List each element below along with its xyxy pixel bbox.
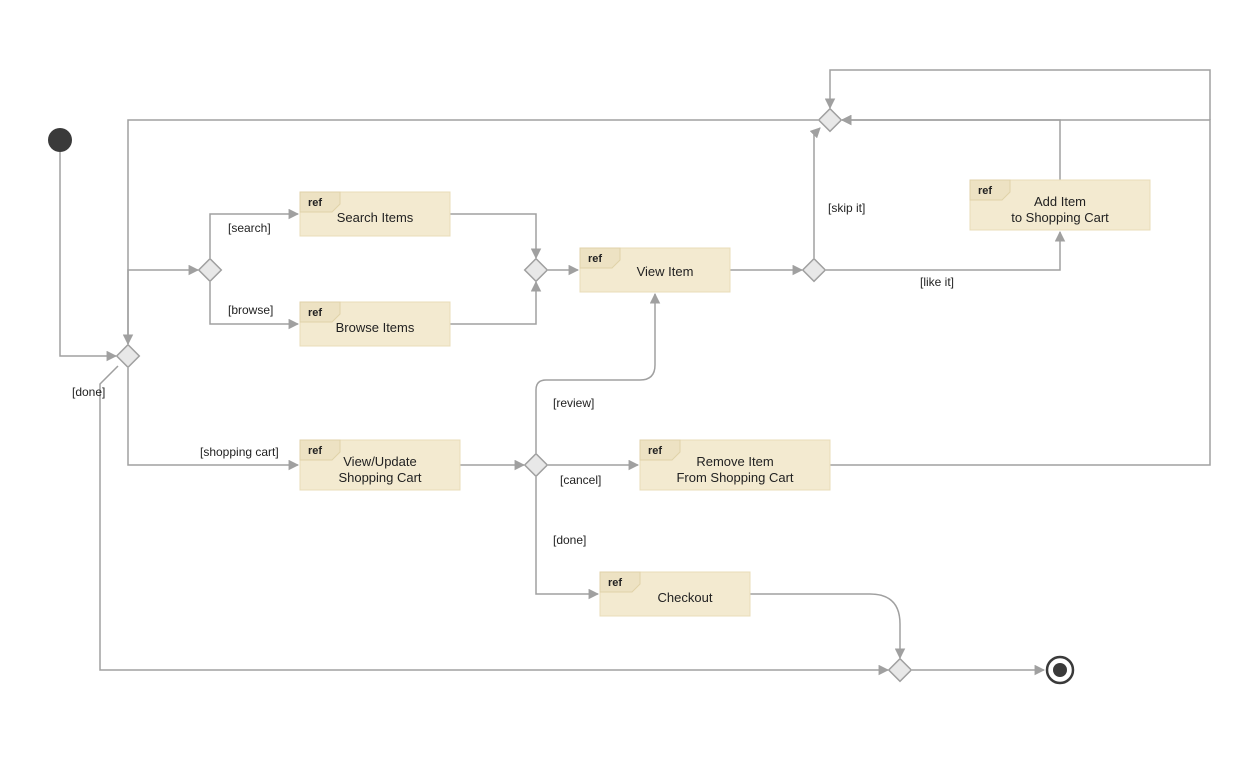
decision-end-merge xyxy=(889,659,912,682)
ref-browse-items: ref Browse Items xyxy=(300,302,450,346)
ref-cart-label1: View/Update xyxy=(343,454,416,469)
decision-add-merge xyxy=(819,109,842,132)
activity-diagram: [search] [browse] [skip it] [like it] [s… xyxy=(0,0,1254,770)
ref-tab-label: ref xyxy=(308,307,322,319)
ref-add-label1: Add Item xyxy=(1034,194,1086,209)
start-node xyxy=(48,128,72,152)
ref-cart-label2: Shopping Cart xyxy=(338,470,421,485)
guard-review: [review] xyxy=(553,396,594,410)
ref-add-label2: to Shopping Cart xyxy=(1011,210,1109,225)
ref-view-update-cart: ref View/Update Shopping Cart xyxy=(300,440,460,490)
guard-like: [like it] xyxy=(920,275,954,289)
guard-skip: [skip it] xyxy=(828,201,865,215)
ref-tab-label: ref xyxy=(608,577,622,589)
ref-tab-label: ref xyxy=(588,253,602,265)
ref-tab-label: ref xyxy=(978,185,992,197)
edge-search-merge xyxy=(450,214,536,258)
ref-tab-label: ref xyxy=(648,445,662,457)
ref-search-items: ref Search Items xyxy=(300,192,450,236)
end-node xyxy=(1047,657,1073,683)
decision-skip-like xyxy=(803,259,826,282)
guard-cancel: [cancel] xyxy=(560,473,601,487)
ref-add-item: ref Add Item to Shopping Cart xyxy=(970,180,1150,230)
ref-tab-label: ref xyxy=(308,445,322,457)
edge-main-done xyxy=(100,366,888,670)
ref-remove-item: ref Remove Item From Shopping Cart xyxy=(640,440,830,490)
decision-cart xyxy=(525,454,548,477)
edge-main-sb xyxy=(128,270,198,344)
ref-checkout: ref Checkout xyxy=(600,572,750,616)
ref-view-item-label: View Item xyxy=(637,264,694,279)
ref-view-item: ref View Item xyxy=(580,248,730,292)
guard-browse: [browse] xyxy=(228,303,273,317)
edge-checkout-endmerge xyxy=(750,594,900,658)
edge-remove-loop xyxy=(830,120,1210,465)
decision-merge-view xyxy=(525,259,548,282)
ref-remove-label2: From Shopping Cart xyxy=(676,470,793,485)
edge-browse-merge xyxy=(450,282,536,324)
guard-done2: [done] xyxy=(553,533,586,547)
edge-review xyxy=(536,294,655,453)
ref-remove-label1: Remove Item xyxy=(696,454,773,469)
ref-browse-items-label: Browse Items xyxy=(336,320,415,335)
edge-start-main xyxy=(60,152,116,356)
edge-like xyxy=(826,232,1060,270)
decision-search-browse xyxy=(199,259,222,282)
edge-skip xyxy=(814,128,820,258)
decision-main xyxy=(117,345,140,368)
ref-checkout-label: Checkout xyxy=(658,590,713,605)
guard-search: [search] xyxy=(228,221,271,235)
edge-top-loop xyxy=(830,70,1210,120)
ref-tab-label: ref xyxy=(308,197,322,209)
guard-shopping-cart: [shopping cart] xyxy=(200,445,279,459)
guard-done: [done] xyxy=(72,385,105,399)
edge-add-merge xyxy=(842,120,1060,180)
ref-search-items-label: Search Items xyxy=(337,210,414,225)
